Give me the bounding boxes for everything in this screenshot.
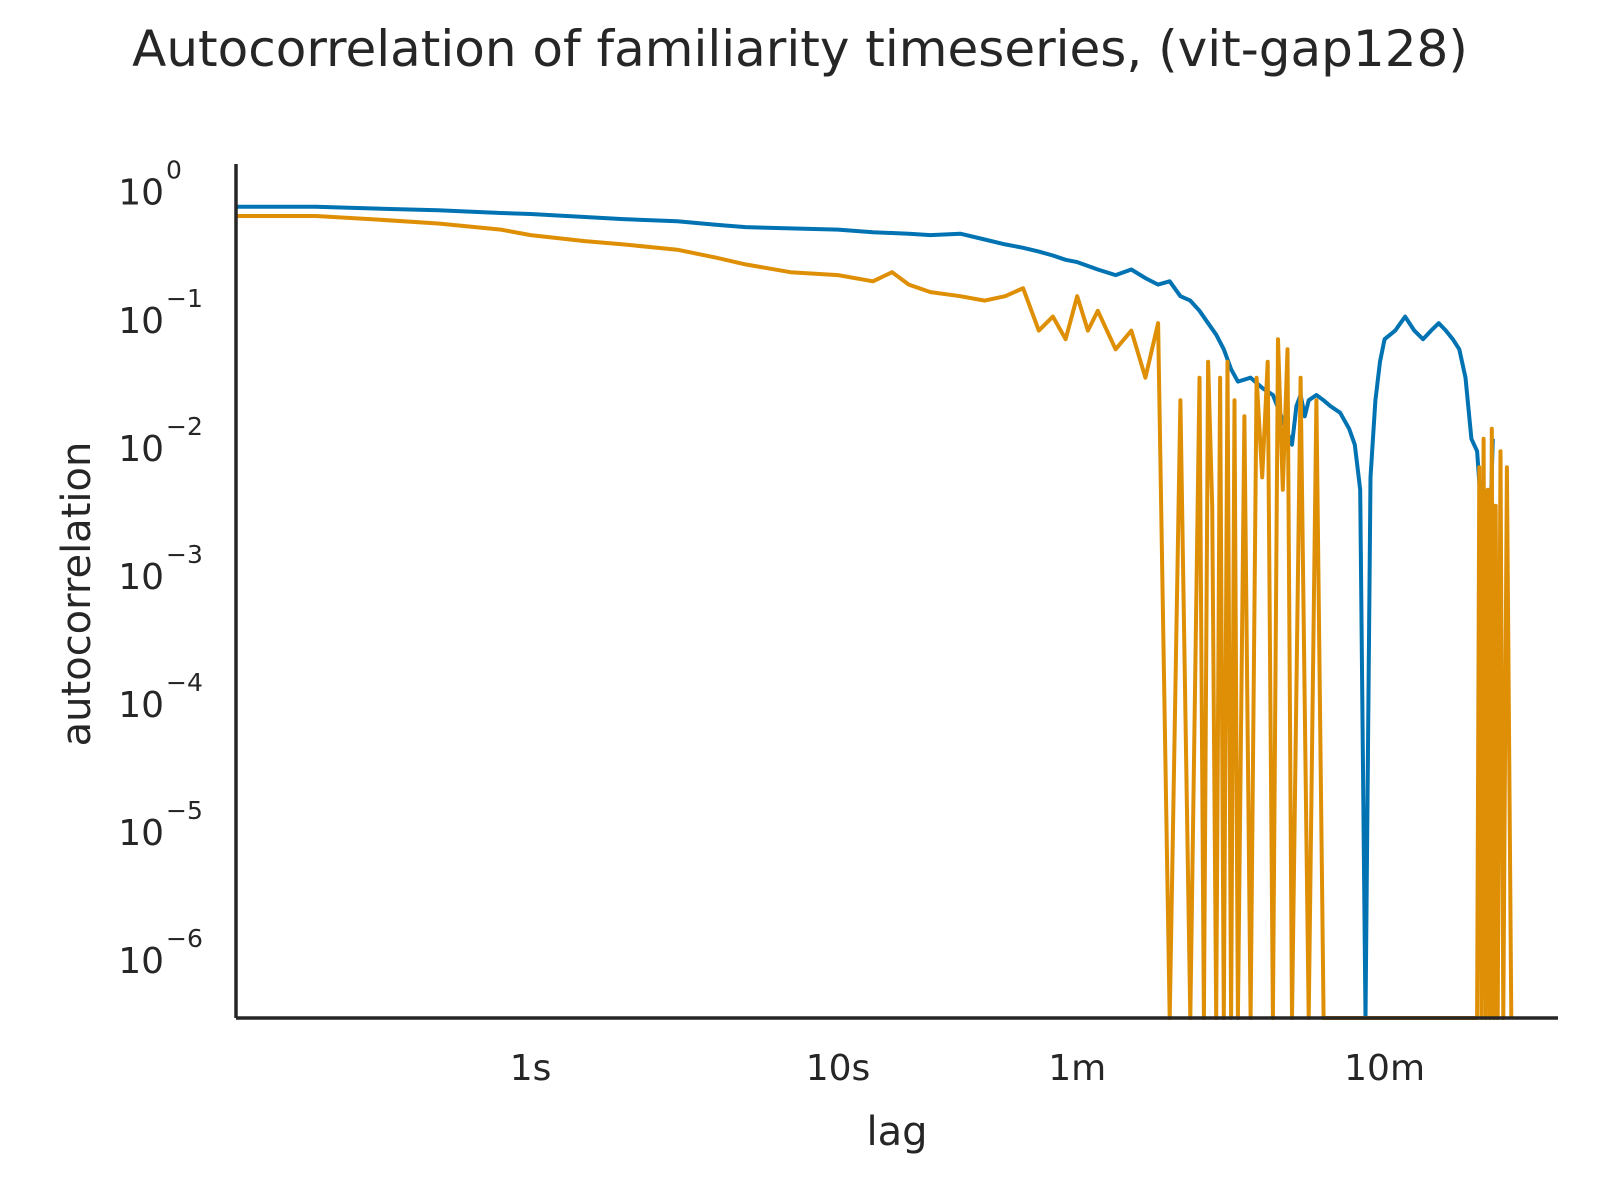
x-tick-label: 1m — [1048, 1048, 1106, 1089]
x-tick-label: 10s — [806, 1048, 871, 1089]
y-tick-exponent: −3 — [166, 540, 203, 569]
x-tick-label: 1s — [510, 1048, 552, 1089]
series-line-2 — [236, 214, 1514, 1020]
y-tick-exponent: −2 — [166, 412, 203, 441]
y-tick-base: 10 — [118, 941, 164, 982]
y-tick-label: 10−2 — [118, 412, 203, 470]
series-layer — [236, 204, 1514, 1020]
y-tick-base: 10 — [118, 173, 164, 214]
y-tick-exponent: −4 — [166, 668, 203, 697]
y-tick-label: 10−5 — [118, 796, 203, 854]
x-axis-label: lag — [866, 1109, 927, 1155]
y-tick-base: 10 — [118, 557, 164, 598]
y-axis-label: autocorrelation — [54, 442, 100, 747]
y-tick-exponent: −5 — [166, 796, 203, 825]
y-tick-label: 10−3 — [118, 540, 203, 598]
y-tick-label: 10−6 — [118, 924, 203, 982]
y-tick-exponent: 0 — [166, 156, 182, 185]
y-tick-base: 10 — [118, 301, 164, 342]
y-tick-base: 10 — [118, 813, 164, 854]
y-tick-exponent: −6 — [166, 924, 203, 953]
x-tick-labels: 1s 10s 1m 10m — [510, 1048, 1425, 1089]
series-line-1 — [236, 204, 1495, 1020]
y-tick-label: 100 — [118, 156, 182, 214]
y-tick-label: 10−4 — [118, 668, 203, 726]
y-tick-base: 10 — [118, 685, 164, 726]
chart-title: Autocorrelation of familiarity timeserie… — [132, 20, 1468, 78]
x-tick-label: 10m — [1344, 1048, 1425, 1089]
y-tick-exponent: −1 — [166, 284, 203, 313]
y-tick-base: 10 — [118, 429, 164, 470]
y-tick-label: 10−1 — [118, 284, 203, 342]
